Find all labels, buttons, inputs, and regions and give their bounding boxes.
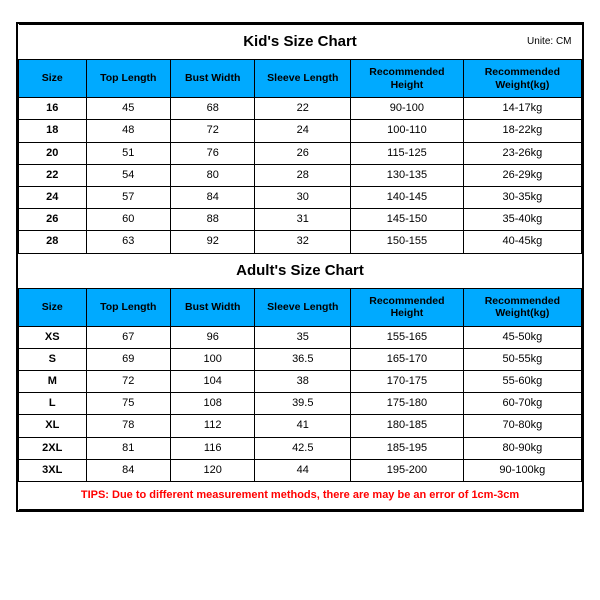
col-size: Size — [19, 60, 87, 98]
table-row: 22548028130-13526-29kg — [19, 164, 582, 186]
col-rec-weight: Recommended Weight(kg) — [463, 60, 581, 98]
table-row: M7210438170-17555-60kg — [19, 371, 582, 393]
table-row: S6910036.5165-17050-55kg — [19, 348, 582, 370]
adults-header-row: Size Top Length Bust Width Sleeve Length… — [19, 288, 582, 326]
table-row: L7510839.5175-18060-70kg — [19, 393, 582, 415]
kids-title: Kid's Size Chart — [243, 33, 357, 50]
unite-label: Unite: CM — [527, 36, 571, 48]
table-row: 26608831145-15035-40kg — [19, 209, 582, 231]
kids-header-row: Size Top Length Bust Width Sleeve Length… — [19, 60, 582, 98]
col-bust-width: Bust Width — [170, 288, 254, 326]
tips-row: TIPS: Due to different measurement metho… — [19, 482, 582, 510]
table-row: XL7811241180-18570-80kg — [19, 415, 582, 437]
adults-title-row: Adult's Size Chart — [19, 253, 582, 288]
table-row: 3XL8412044195-20090-100kg — [19, 459, 582, 481]
table-row: 20517626115-12523-26kg — [19, 142, 582, 164]
size-chart-container: Kid's Size Chart Unite: CM Size Top Leng… — [16, 22, 584, 512]
col-top-length: Top Length — [86, 60, 170, 98]
col-rec-weight: Recommended Weight(kg) — [463, 288, 581, 326]
col-sleeve-length: Sleeve Length — [255, 288, 351, 326]
table-row: 28639232150-15540-45kg — [19, 231, 582, 253]
col-sleeve-length: Sleeve Length — [255, 60, 351, 98]
adults-title: Adult's Size Chart — [19, 253, 582, 288]
table-row: 24578430140-14530-35kg — [19, 186, 582, 208]
table-row: 1645682290-10014-17kg — [19, 98, 582, 120]
tips-text: TIPS: Due to different measurement metho… — [19, 482, 582, 510]
col-top-length: Top Length — [86, 288, 170, 326]
kids-title-cell: Kid's Size Chart Unite: CM — [19, 25, 582, 60]
table-row: 2XL8111642.5185-19580-90kg — [19, 437, 582, 459]
table-row: XS679635155-16545-50kg — [19, 326, 582, 348]
table-row: 18487224100-11018-22kg — [19, 120, 582, 142]
size-chart-table: Kid's Size Chart Unite: CM Size Top Leng… — [18, 24, 582, 510]
col-bust-width: Bust Width — [170, 60, 254, 98]
col-rec-height: Recommended Height — [351, 288, 464, 326]
col-rec-height: Recommended Height — [351, 60, 464, 98]
kids-title-row: Kid's Size Chart Unite: CM — [19, 25, 582, 60]
col-size: Size — [19, 288, 87, 326]
